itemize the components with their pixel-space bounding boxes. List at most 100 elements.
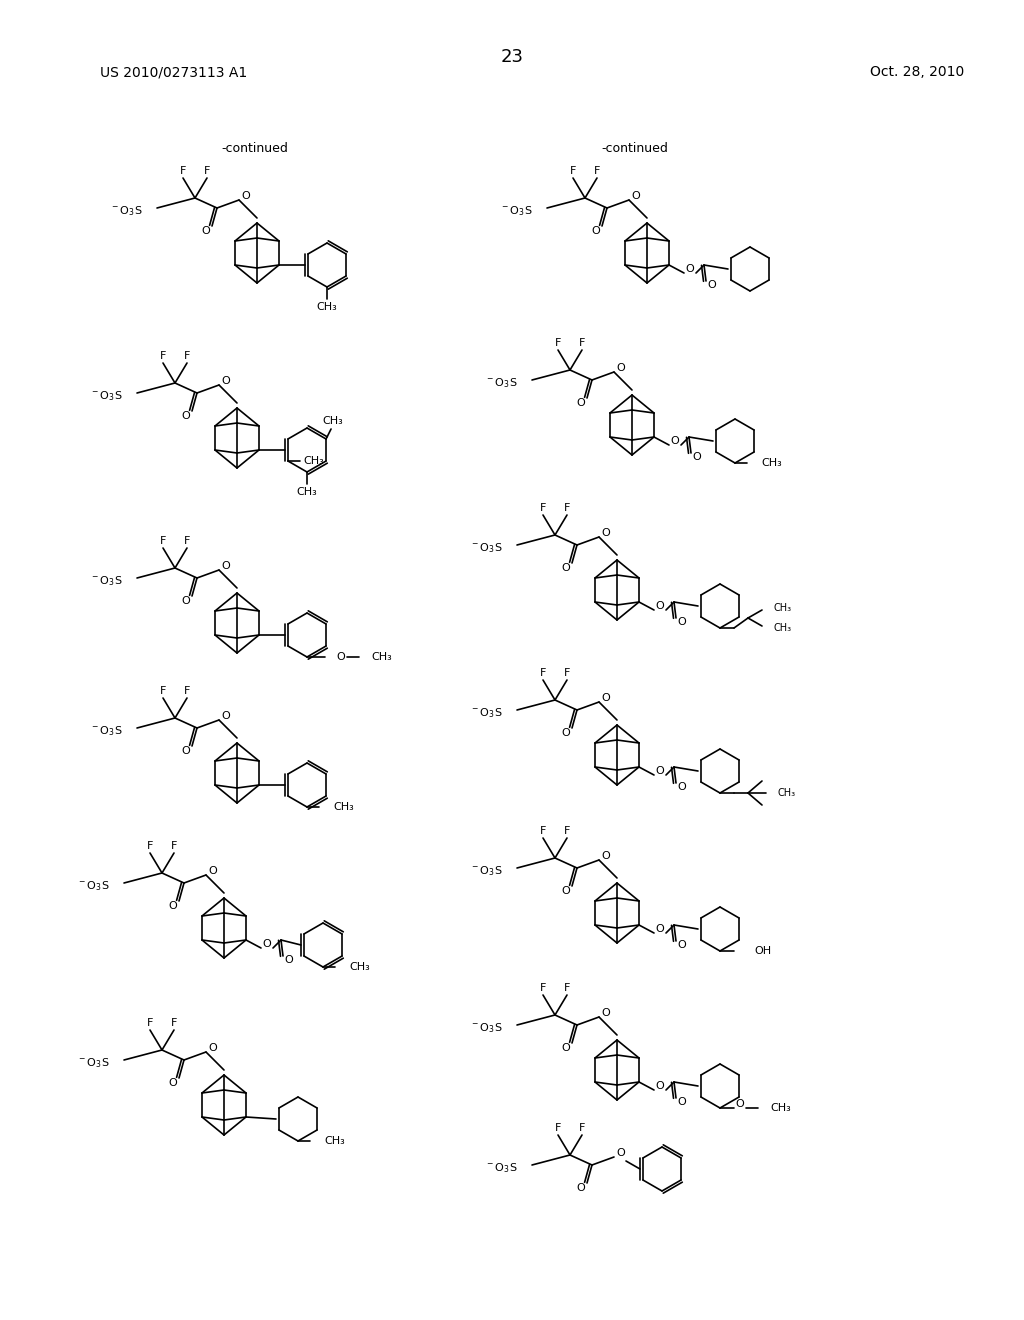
Text: F: F xyxy=(180,166,186,176)
Text: O: O xyxy=(708,280,717,290)
Text: F: F xyxy=(184,686,190,696)
Text: O: O xyxy=(561,886,570,896)
Text: CH₃: CH₃ xyxy=(761,458,781,469)
Text: O: O xyxy=(221,711,230,721)
Text: F: F xyxy=(579,338,585,348)
Text: F: F xyxy=(160,686,166,696)
Text: $^-$O$_3$S: $^-$O$_3$S xyxy=(470,865,503,878)
Text: $^-$O$_3$S: $^-$O$_3$S xyxy=(90,389,123,403)
Text: $^-$O$_3$S: $^-$O$_3$S xyxy=(501,205,534,218)
Text: O: O xyxy=(602,851,610,861)
Text: $^-$O$_3$S: $^-$O$_3$S xyxy=(111,205,143,218)
Text: O: O xyxy=(678,781,686,792)
Text: CH₃: CH₃ xyxy=(316,302,337,312)
Text: O: O xyxy=(202,226,210,236)
Text: $^-$O$_3$S: $^-$O$_3$S xyxy=(470,1022,503,1035)
Text: O: O xyxy=(337,652,345,663)
Text: F: F xyxy=(569,166,577,176)
Text: F: F xyxy=(146,1018,154,1028)
Text: CH₃: CH₃ xyxy=(778,788,796,799)
Text: $^-$O$_3$S: $^-$O$_3$S xyxy=(485,376,518,389)
Text: O: O xyxy=(632,191,640,201)
Text: CH₃: CH₃ xyxy=(349,962,370,972)
Text: F: F xyxy=(540,668,546,678)
Text: $^-$O$_3$S: $^-$O$_3$S xyxy=(90,725,123,738)
Text: CH₃: CH₃ xyxy=(324,1137,345,1146)
Text: CH₃: CH₃ xyxy=(774,623,793,634)
Text: US 2010/0273113 A1: US 2010/0273113 A1 xyxy=(100,65,247,79)
Text: O: O xyxy=(209,866,217,876)
Text: F: F xyxy=(184,351,190,360)
Text: O: O xyxy=(209,1043,217,1053)
Text: F: F xyxy=(579,1123,585,1133)
Text: O: O xyxy=(655,924,665,935)
Text: $^-$O$_3$S: $^-$O$_3$S xyxy=(90,574,123,587)
Text: O: O xyxy=(561,1043,570,1053)
Text: O: O xyxy=(678,1097,686,1107)
Text: O: O xyxy=(169,902,177,911)
Text: F: F xyxy=(160,536,166,546)
Text: CH₃: CH₃ xyxy=(323,416,343,426)
Text: O: O xyxy=(262,939,271,949)
Text: O: O xyxy=(221,561,230,572)
Text: O: O xyxy=(602,693,610,704)
Text: O: O xyxy=(592,226,600,236)
Text: O: O xyxy=(242,191,251,201)
Text: O: O xyxy=(561,729,570,738)
Text: -continued: -continued xyxy=(221,141,289,154)
Text: CH₃: CH₃ xyxy=(774,603,793,612)
Text: F: F xyxy=(540,503,546,513)
Text: O: O xyxy=(285,954,293,965)
Text: O: O xyxy=(561,564,570,573)
Text: F: F xyxy=(184,536,190,546)
Text: O: O xyxy=(735,1100,744,1109)
Text: CH₃: CH₃ xyxy=(297,487,317,498)
Text: O: O xyxy=(616,1148,626,1158)
Text: O: O xyxy=(616,363,626,374)
Text: F: F xyxy=(204,166,210,176)
Text: F: F xyxy=(555,338,561,348)
Text: F: F xyxy=(540,983,546,993)
Text: O: O xyxy=(655,601,665,611)
Text: O: O xyxy=(655,1081,665,1092)
Text: O: O xyxy=(678,616,686,627)
Text: O: O xyxy=(678,940,686,950)
Text: O: O xyxy=(671,436,679,446)
Text: F: F xyxy=(564,826,570,836)
Text: OH: OH xyxy=(754,946,771,956)
Text: $^-$O$_3$S: $^-$O$_3$S xyxy=(470,541,503,554)
Text: O: O xyxy=(686,264,694,275)
Text: F: F xyxy=(555,1123,561,1133)
Text: O: O xyxy=(181,411,190,421)
Text: $^-$O$_3$S: $^-$O$_3$S xyxy=(485,1162,518,1175)
Text: O: O xyxy=(181,597,190,606)
Text: F: F xyxy=(540,826,546,836)
Text: CH₃: CH₃ xyxy=(303,455,325,466)
Text: O: O xyxy=(577,399,586,408)
Text: F: F xyxy=(564,503,570,513)
Text: F: F xyxy=(594,166,600,176)
Text: 23: 23 xyxy=(501,48,523,66)
Text: -continued: -continued xyxy=(601,141,669,154)
Text: O: O xyxy=(655,766,665,776)
Text: $^-$O$_3$S: $^-$O$_3$S xyxy=(78,1056,110,1071)
Text: O: O xyxy=(577,1183,586,1193)
Text: O: O xyxy=(169,1078,177,1088)
Text: O: O xyxy=(181,746,190,756)
Text: Oct. 28, 2010: Oct. 28, 2010 xyxy=(870,65,965,79)
Text: O: O xyxy=(221,376,230,385)
Text: $^-$O$_3$S: $^-$O$_3$S xyxy=(78,879,110,892)
Text: F: F xyxy=(171,841,177,851)
Text: O: O xyxy=(602,528,610,539)
Text: $^-$O$_3$S: $^-$O$_3$S xyxy=(470,706,503,719)
Text: CH₃: CH₃ xyxy=(333,803,353,812)
Text: O: O xyxy=(602,1008,610,1018)
Text: CH₃: CH₃ xyxy=(371,652,392,663)
Text: F: F xyxy=(564,668,570,678)
Text: F: F xyxy=(564,983,570,993)
Text: F: F xyxy=(171,1018,177,1028)
Text: CH₃: CH₃ xyxy=(770,1104,791,1113)
Text: F: F xyxy=(160,351,166,360)
Text: O: O xyxy=(692,451,701,462)
Text: F: F xyxy=(146,841,154,851)
